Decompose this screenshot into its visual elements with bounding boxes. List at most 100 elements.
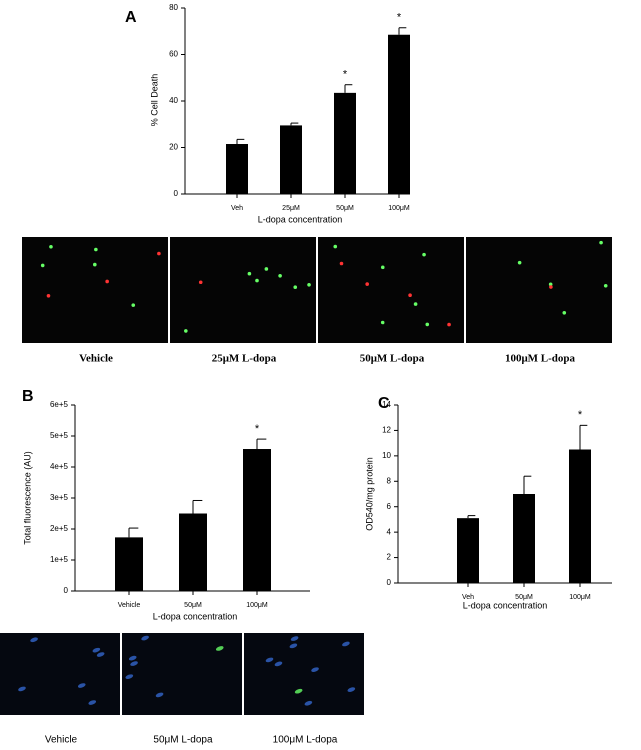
cell <box>307 282 311 287</box>
micrograph <box>318 237 464 343</box>
cell <box>93 262 97 267</box>
micrograph <box>122 633 242 715</box>
cell <box>88 700 97 705</box>
micrograph-caption: Vehicle <box>45 735 78 746</box>
y-tick-label: 0 <box>64 586 69 595</box>
cell <box>46 293 51 298</box>
y-axis-label: OD540/mg protein <box>364 457 374 531</box>
panel-label: B <box>22 388 34 405</box>
micrograph-caption: 100μM L-dopa <box>273 735 338 746</box>
cell <box>49 245 53 249</box>
micrograph <box>170 237 316 343</box>
cell <box>549 285 553 289</box>
cell <box>184 329 188 333</box>
bar <box>243 449 271 591</box>
bar <box>280 125 302 194</box>
x-tick-label: Vehicle <box>118 602 141 609</box>
x-tick-label: 100μM <box>246 602 268 609</box>
cell <box>157 251 161 256</box>
micrograph-caption: 25μM L-dopa <box>212 353 277 365</box>
bar <box>115 537 143 591</box>
cell <box>347 687 356 692</box>
bar <box>179 513 207 591</box>
y-tick-label: 2e+5 <box>50 524 69 533</box>
x-tick-label: 50μM <box>515 594 533 601</box>
y-tick-label: 6 <box>387 502 392 511</box>
cell <box>517 260 522 265</box>
cell <box>155 692 164 698</box>
significance-marker: * <box>578 409 583 421</box>
x-tick-label: 25μM <box>282 205 300 212</box>
x-tick-label: 50μM <box>184 602 202 609</box>
y-tick-label: 14 <box>382 400 391 409</box>
cell <box>413 302 418 306</box>
y-tick-label: 40 <box>169 96 178 105</box>
cell <box>548 282 553 287</box>
panel-label: A <box>125 9 137 26</box>
cell <box>311 667 319 672</box>
y-tick-label: 1e+5 <box>50 555 69 564</box>
cell <box>264 267 269 271</box>
micrograph <box>0 633 120 715</box>
cell <box>128 655 137 661</box>
x-tick-label: 50μM <box>336 205 354 212</box>
cell <box>425 322 430 327</box>
cell <box>40 263 45 268</box>
cell <box>380 320 385 325</box>
cell <box>141 635 149 641</box>
y-tick-label: 60 <box>169 50 178 59</box>
y-axis-label: Total fluorescence (AU) <box>22 451 32 545</box>
cell <box>105 279 109 284</box>
cell <box>290 636 299 641</box>
cell <box>92 647 101 653</box>
cell <box>304 700 313 706</box>
bar <box>388 34 410 194</box>
cell <box>77 683 86 688</box>
y-tick-label: 20 <box>169 143 178 152</box>
cell <box>198 280 203 285</box>
cell <box>215 646 224 651</box>
y-tick-label: 4e+5 <box>50 462 69 471</box>
significance-marker: * <box>343 69 348 81</box>
cell <box>447 322 451 327</box>
cell <box>294 688 303 694</box>
micrograph <box>22 237 168 343</box>
bar <box>457 518 479 583</box>
y-tick-label: 5e+5 <box>50 431 69 440</box>
micrograph-caption: 50μM L-dopa <box>153 735 213 746</box>
x-tick-label: Veh <box>462 594 474 601</box>
micrograph-caption: Vehicle <box>79 353 113 365</box>
y-tick-label: 6e+5 <box>50 400 69 409</box>
cell <box>278 273 282 278</box>
significance-marker: * <box>255 423 260 435</box>
cell <box>599 240 603 245</box>
cell <box>342 641 350 647</box>
cell <box>274 661 283 667</box>
y-tick-label: 12 <box>382 426 391 435</box>
x-tick-label: 100μM <box>388 205 410 212</box>
cell <box>96 652 105 657</box>
cell <box>289 643 298 649</box>
cell <box>603 284 608 288</box>
y-tick-label: 0 <box>387 578 392 587</box>
cell <box>255 278 259 283</box>
cell <box>125 674 134 679</box>
cell <box>130 661 138 666</box>
y-tick-label: 4 <box>387 527 392 536</box>
micrograph <box>244 633 364 715</box>
y-tick-label: 3e+5 <box>50 493 69 502</box>
micrograph <box>466 237 612 343</box>
cell <box>562 310 567 315</box>
micrograph-caption: 50μM L-dopa <box>360 353 425 365</box>
cell <box>333 244 338 249</box>
x-axis-label: L-dopa concentration <box>258 214 343 224</box>
x-tick-label: Veh <box>231 205 243 212</box>
y-tick-label: 0 <box>174 189 179 198</box>
y-tick-label: 2 <box>387 553 392 562</box>
cell <box>380 265 385 270</box>
cell <box>422 252 426 257</box>
x-tick-label: 100μM <box>569 594 591 601</box>
cell <box>30 637 38 643</box>
bar <box>569 449 591 583</box>
